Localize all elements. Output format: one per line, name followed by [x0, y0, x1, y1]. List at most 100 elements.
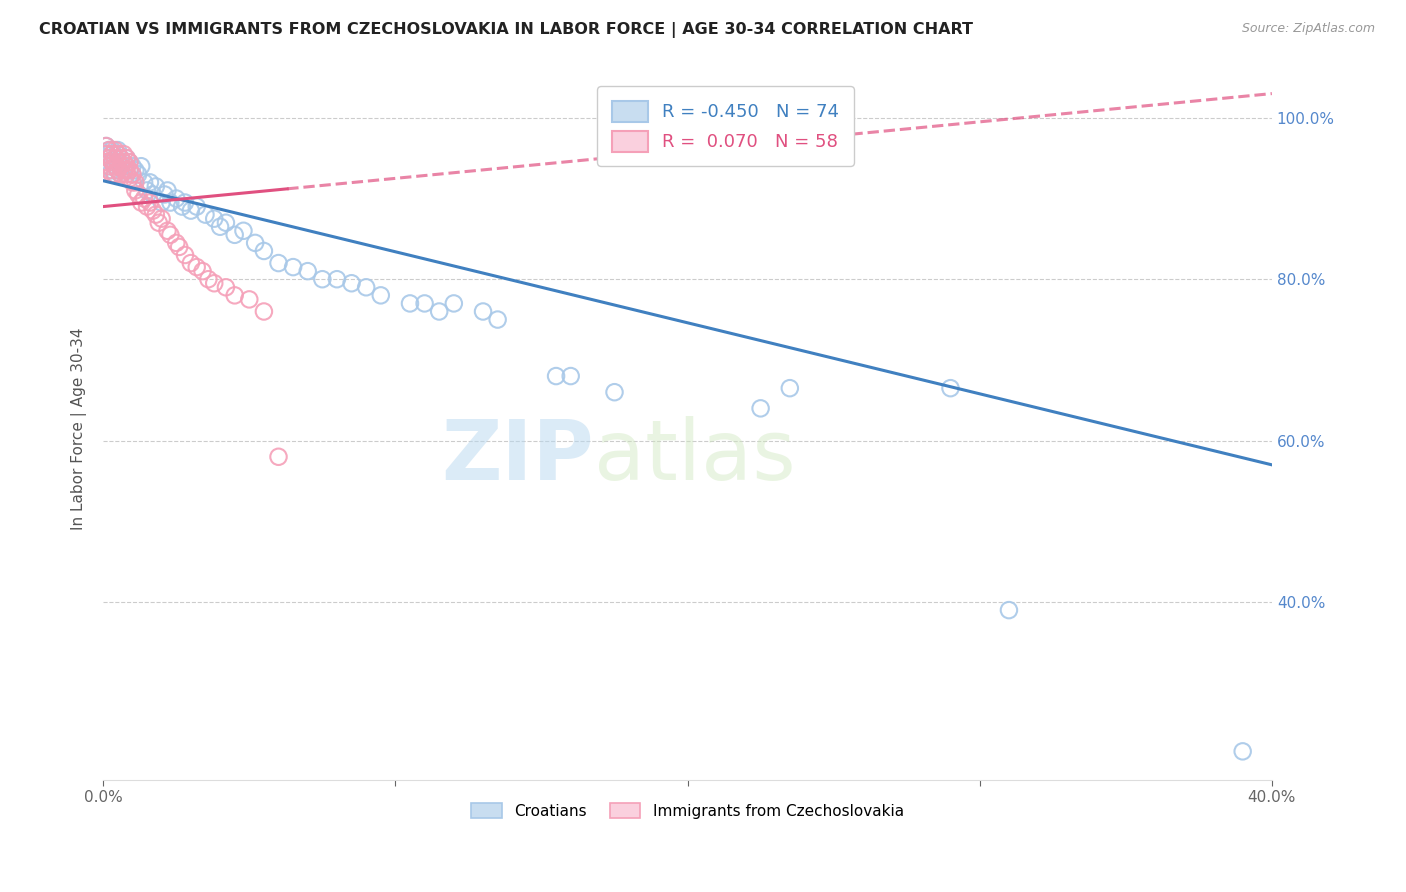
Point [101, 143, 124, 157]
Point [253, 244, 276, 258]
Point [354, 280, 377, 294]
Point [215, 216, 238, 230]
Point [142, 187, 165, 202]
Point [224, 227, 246, 242]
Point [486, 312, 509, 326]
Y-axis label: In Labor Force | Age 30-34: In Labor Force | Age 30-34 [72, 327, 87, 530]
Point [209, 219, 232, 234]
Point [186, 200, 208, 214]
Legend: Croatians, Immigrants from Czechoslovakia: Croatians, Immigrants from Czechoslovaki… [465, 797, 910, 824]
Point [340, 277, 363, 291]
Point [124, 175, 146, 189]
Point [94, 147, 117, 161]
Point [98, 151, 121, 165]
Point [94, 147, 117, 161]
Point [186, 260, 208, 274]
Point [202, 211, 225, 226]
Point [281, 260, 304, 274]
Point [546, 369, 568, 384]
Point [94, 139, 117, 153]
Point [112, 147, 135, 161]
Point [174, 248, 197, 262]
Point [129, 195, 152, 210]
Point [110, 159, 132, 173]
Point [104, 151, 127, 165]
Point [121, 159, 143, 173]
Point [101, 163, 124, 178]
Point [115, 151, 138, 165]
Point [148, 216, 170, 230]
Point [110, 151, 132, 165]
Point [107, 163, 129, 178]
Point [110, 167, 132, 181]
Point [112, 155, 135, 169]
Point [98, 151, 121, 165]
Point [180, 256, 202, 270]
Point [603, 385, 626, 400]
Point [145, 208, 167, 222]
Point [224, 288, 246, 302]
Point [472, 304, 495, 318]
Point [215, 280, 238, 294]
Point [370, 288, 392, 302]
Point [191, 264, 214, 278]
Point [427, 304, 450, 318]
Point [121, 167, 143, 181]
Point [101, 147, 124, 161]
Point [98, 143, 121, 157]
Point [134, 192, 156, 206]
Point [180, 203, 202, 218]
Point [110, 159, 132, 173]
Point [101, 147, 124, 161]
Point [150, 195, 173, 210]
Point [165, 235, 187, 250]
Point [172, 200, 194, 214]
Point [311, 272, 333, 286]
Point [560, 369, 582, 384]
Point [134, 175, 156, 189]
Point [107, 143, 129, 157]
Point [150, 211, 173, 226]
Point [115, 159, 138, 173]
Point [98, 143, 121, 157]
Point [127, 187, 149, 202]
Point [107, 155, 129, 169]
Point [118, 155, 141, 169]
Point [145, 179, 167, 194]
Point [104, 151, 127, 165]
Text: ZIP: ZIP [441, 416, 595, 497]
Point [139, 195, 162, 210]
Point [139, 175, 162, 189]
Point [267, 450, 290, 464]
Point [129, 159, 152, 173]
Point [121, 175, 143, 189]
Point [413, 296, 436, 310]
Point [94, 155, 117, 169]
Point [174, 195, 197, 210]
Point [107, 147, 129, 161]
Point [110, 151, 132, 165]
Point [202, 277, 225, 291]
Point [118, 163, 141, 178]
Point [104, 167, 127, 181]
Point [101, 167, 124, 181]
Point [127, 167, 149, 181]
Point [136, 183, 159, 197]
Point [118, 163, 141, 178]
Point [112, 163, 135, 178]
Point [118, 155, 141, 169]
Point [124, 163, 146, 178]
Point [98, 163, 121, 178]
Point [253, 304, 276, 318]
Point [98, 159, 121, 173]
Point [267, 256, 290, 270]
Point [112, 163, 135, 178]
Text: Source: ZipAtlas.com: Source: ZipAtlas.com [1241, 22, 1375, 36]
Point [107, 147, 129, 161]
Point [104, 159, 127, 173]
Point [159, 227, 181, 242]
Text: CROATIAN VS IMMIGRANTS FROM CZECHOSLOVAKIA IN LABOR FORCE | AGE 30-34 CORRELATIO: CROATIAN VS IMMIGRANTS FROM CZECHOSLOVAK… [39, 22, 973, 38]
Point [112, 155, 135, 169]
Point [107, 155, 129, 169]
Text: atlas: atlas [595, 416, 796, 497]
